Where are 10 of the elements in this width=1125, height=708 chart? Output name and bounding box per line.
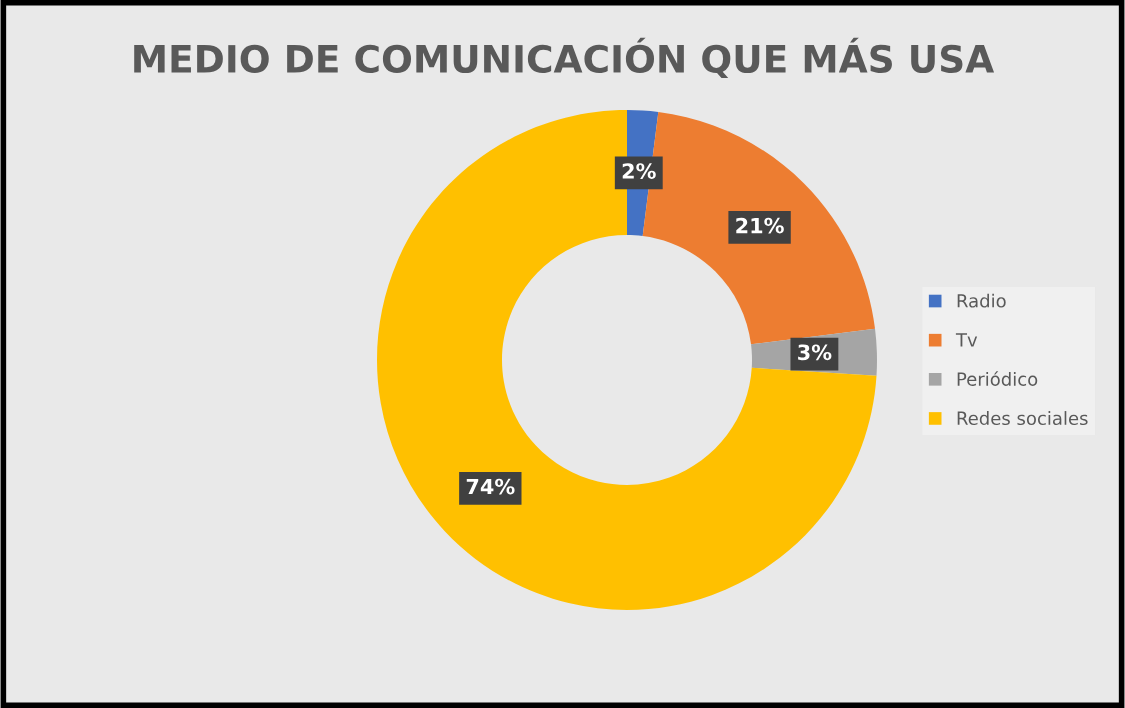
legend-label: Tv [955, 333, 978, 347]
legend-label: Periódico [957, 371, 1038, 386]
legend-label: Redes sociales [957, 411, 1088, 426]
data-label: 21% [736, 217, 784, 234]
chart-title: MEDIO DE COMUNICACIÓN QUE MÁS USA [134, 37, 995, 78]
data-label: 3% [798, 344, 832, 361]
data-label: 74% [466, 478, 515, 495]
data-label: 2% [622, 163, 656, 179]
legend-label: Radio [957, 293, 1006, 308]
donut-slice [377, 110, 877, 610]
